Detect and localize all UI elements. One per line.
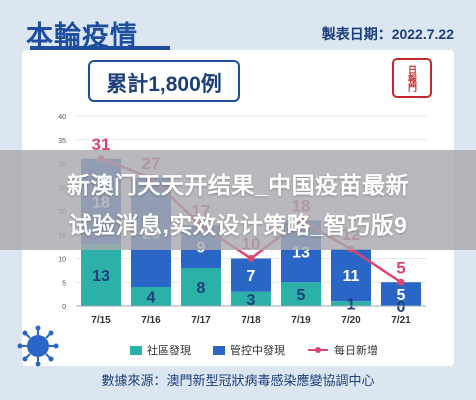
watermark-overlay — [0, 150, 476, 250]
data-label-community: 8 — [197, 280, 206, 297]
bar-community — [281, 282, 321, 306]
data-label-daily: 31 — [92, 135, 111, 154]
bar-controlled — [231, 258, 271, 292]
x-tick-label: 7/21 — [391, 315, 411, 326]
virus-icon — [17, 325, 59, 367]
legend-item-controlled: 管控中發現 — [213, 342, 285, 358]
x-tick-label: 7/18 — [241, 315, 261, 326]
logo-text: 日報門 — [407, 64, 417, 92]
bar-community — [131, 287, 171, 306]
bar-community — [181, 268, 221, 306]
y-tick-label: 40 — [58, 114, 66, 121]
data-label-community: 0 — [397, 299, 406, 316]
data-label-community: 3 — [247, 292, 256, 309]
title-underline — [30, 46, 170, 50]
bar-community — [231, 291, 271, 306]
legend-label-community: 社區發現 — [147, 345, 191, 357]
logo-seal: 日報門 — [392, 58, 432, 98]
data-label-controlled: 7 — [247, 268, 256, 285]
overlay-text-line1: 新澳门天天开结果_中国疫苗最新 — [66, 172, 410, 198]
total-cases-box: 累計1,800例 — [88, 60, 240, 102]
legend-swatch-daily — [308, 347, 328, 353]
legend-swatch-community — [130, 345, 142, 355]
daily-new-point — [247, 255, 255, 262]
data-label-community: 1 — [347, 297, 356, 314]
total-cases-text: 累計1,800例 — [106, 73, 222, 96]
overlay-text-line2: 试验消息,实效设计策略_智巧版9 — [68, 212, 408, 238]
data-source: 數據來源：澳門新型冠狀病毒感染應變協調中心 — [101, 373, 375, 388]
x-tick-label: 7/20 — [341, 315, 361, 326]
legend-label-daily: 每日新增 — [334, 345, 378, 357]
x-tick-label: 7/15 — [91, 315, 111, 326]
y-tick-label: 10 — [58, 257, 66, 264]
x-axis-ticks: 7/15 7/16 7/17 7/18 7/19 7/20 7/21 — [76, 305, 426, 326]
bar-community — [81, 244, 121, 306]
data-label-community: 13 — [92, 268, 110, 285]
data-label-controlled: 5 — [397, 287, 406, 304]
report-date: 製表日期：2022.7.22 — [321, 26, 454, 42]
data-label-daily: 5 — [396, 258, 405, 277]
daily-new-point — [397, 278, 405, 286]
legend-item-community: 社區發現 — [130, 342, 191, 358]
x-tick-label: 7/17 — [191, 315, 211, 326]
legend-item-daily: 每日新增 — [307, 342, 378, 358]
y-tick-label: 5 — [62, 280, 66, 287]
bar-controlled — [381, 282, 421, 306]
y-tick-label: 0 — [62, 304, 66, 311]
chart-legend: 社區發現 管控中發現 每日新增 — [130, 342, 378, 358]
data-label-community: 5 — [297, 287, 306, 304]
x-tick-label: 7/16 — [141, 315, 161, 326]
data-label-controlled: 11 — [343, 268, 360, 285]
data-label-community: 4 — [147, 290, 156, 307]
legend-label-controlled: 管控中發現 — [230, 345, 285, 357]
legend-swatch-controlled — [213, 345, 225, 355]
bar-community — [331, 301, 371, 306]
y-tick-label: 35 — [58, 138, 66, 145]
x-tick-label: 7/19 — [291, 315, 311, 326]
